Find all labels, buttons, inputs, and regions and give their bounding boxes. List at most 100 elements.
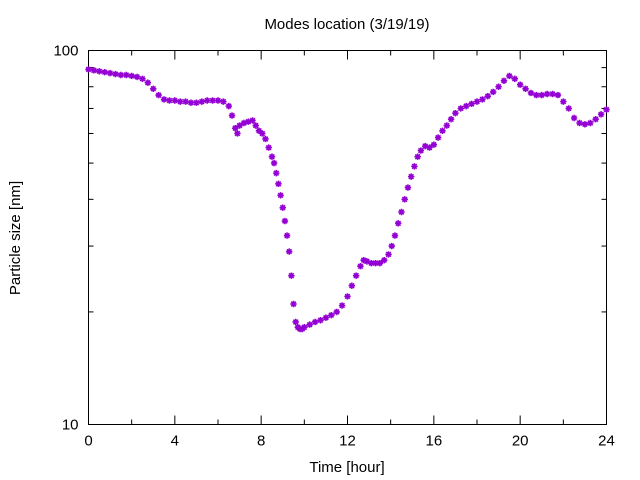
data-point [259, 130, 266, 137]
data-point [570, 114, 578, 122]
data-point [404, 184, 412, 191]
data-point [245, 118, 252, 125]
plot-frame [88, 50, 607, 425]
data-point [214, 97, 222, 104]
data-point [434, 134, 442, 141]
x-tick-label: 4 [171, 433, 179, 450]
data-point [322, 314, 330, 321]
x-tick-label: 8 [257, 433, 265, 450]
data-point [275, 180, 282, 188]
data-point [198, 98, 206, 105]
data-point [385, 251, 392, 258]
data-point [232, 124, 239, 132]
data-point [443, 122, 450, 129]
chart-title: Modes location (3/19/19) [264, 16, 429, 33]
data-point [348, 282, 356, 289]
data-point [439, 127, 446, 134]
x-axis-label: Time [hour] [309, 459, 384, 476]
data-point [311, 318, 319, 326]
x-tick-label: 12 [339, 433, 356, 450]
data-point [333, 308, 340, 316]
data-point [603, 106, 610, 113]
data-point [560, 98, 567, 105]
data-point [187, 99, 195, 106]
data-point [106, 69, 114, 77]
data-point [484, 92, 491, 100]
data-point [587, 119, 594, 127]
data-point [597, 111, 605, 118]
data-point [457, 105, 465, 112]
data-point [273, 169, 280, 177]
data-point [117, 71, 125, 79]
data-point [463, 102, 470, 110]
data-point [225, 102, 232, 110]
data-point [352, 272, 360, 279]
data-point [489, 88, 497, 96]
data-point [283, 232, 291, 239]
x-tick-label: 20 [512, 433, 529, 450]
data-point [139, 75, 146, 83]
data-point [522, 85, 529, 92]
data-point [592, 116, 599, 123]
data-point [290, 300, 297, 308]
data-points [85, 66, 610, 333]
data-point [338, 302, 346, 309]
data-point [123, 71, 130, 79]
data-point [306, 321, 313, 328]
data-point [252, 122, 259, 129]
data-point [395, 220, 402, 227]
data-point [576, 119, 583, 127]
data-point [112, 70, 119, 78]
data-point [500, 77, 508, 84]
data-point [479, 96, 486, 103]
data-point [344, 293, 351, 300]
data-point [554, 91, 562, 99]
data-point [144, 79, 152, 86]
data-point [360, 256, 367, 264]
data-point [182, 98, 189, 105]
data-point [236, 122, 243, 129]
data-point [101, 68, 108, 76]
data-point [533, 91, 540, 99]
data-point [292, 318, 299, 326]
data-point [398, 208, 405, 216]
data-point [447, 116, 455, 123]
data-point [511, 75, 518, 83]
data-point [473, 98, 481, 105]
data-point [565, 105, 572, 112]
data-point [234, 130, 241, 137]
data-point [150, 85, 157, 92]
data-point [414, 153, 421, 160]
data-point [328, 311, 335, 319]
data-point [155, 91, 162, 99]
data-point [407, 173, 415, 180]
data-point [249, 117, 256, 124]
data-point [368, 259, 375, 267]
data-point [96, 68, 103, 75]
y-tick-label: 100 [53, 43, 78, 60]
data-point [417, 147, 425, 154]
data-point [401, 196, 408, 203]
data-point [506, 72, 513, 80]
data-point [372, 259, 379, 267]
data-point [270, 159, 278, 167]
data-point [549, 90, 556, 98]
data-point [538, 91, 545, 99]
data-point [255, 127, 263, 134]
data-point [376, 259, 384, 267]
data-point [220, 98, 227, 105]
data-point [581, 121, 589, 128]
data-point [495, 83, 502, 90]
data-point [268, 153, 276, 160]
data-point [422, 142, 429, 150]
data-point [317, 317, 324, 324]
data-point [160, 96, 168, 103]
data-point [281, 217, 289, 225]
data-point [240, 119, 248, 127]
axis-ticks [88, 50, 607, 425]
data-point [209, 97, 216, 104]
data-point [430, 141, 438, 148]
y-tick-label: 10 [62, 417, 79, 434]
x-tick-label: 16 [425, 433, 442, 450]
